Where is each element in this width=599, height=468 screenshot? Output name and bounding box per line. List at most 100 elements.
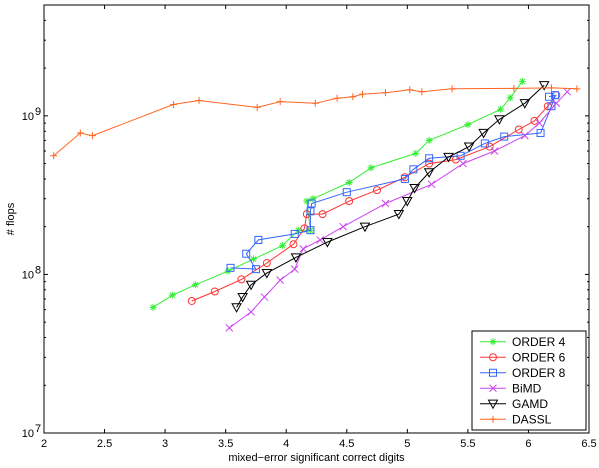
series-gamd — [231, 81, 550, 313]
data-point — [448, 85, 456, 93]
data-point — [489, 415, 497, 423]
y-tick-label: 10 — [22, 111, 34, 123]
data-point — [250, 255, 258, 263]
data-point — [289, 240, 298, 249]
data-point — [409, 184, 420, 194]
data-point — [423, 168, 435, 178]
legend-item: ORDER 8 — [480, 366, 566, 380]
data-point — [494, 115, 505, 125]
data-point — [400, 174, 409, 183]
data-point — [333, 94, 341, 102]
data-point — [237, 292, 248, 303]
y-tick-label: 10 — [22, 428, 34, 440]
data-point — [76, 129, 84, 137]
data-point — [50, 152, 58, 160]
series-order-6 — [187, 91, 561, 305]
x-tick-label: 2 — [41, 438, 47, 450]
data-point — [412, 149, 420, 157]
data-point — [478, 128, 489, 139]
data-point — [489, 384, 497, 393]
data-point — [261, 268, 273, 279]
legend-label: ORDER 6 — [512, 350, 566, 364]
series-line — [230, 94, 556, 270]
data-point — [290, 265, 299, 273]
data-point — [290, 229, 299, 238]
data-point — [487, 399, 499, 410]
data-point — [530, 116, 539, 125]
legend-item: ORDER 4 — [480, 335, 566, 349]
data-point — [306, 207, 315, 216]
data-point — [425, 136, 433, 144]
x-tick-label: 6 — [525, 438, 531, 450]
data-point — [262, 259, 271, 268]
data-point — [425, 159, 434, 168]
data-point — [459, 159, 467, 168]
legend-item: ORDER 6 — [480, 350, 566, 364]
data-point — [464, 121, 472, 129]
data-point — [309, 195, 317, 203]
data-point — [306, 226, 315, 235]
data-point — [349, 93, 357, 101]
data-point — [247, 308, 255, 316]
data-point — [536, 128, 545, 137]
data-point — [520, 131, 529, 140]
data-point — [409, 165, 418, 174]
data-point — [573, 85, 581, 93]
data-point — [489, 368, 497, 377]
data-point — [226, 263, 235, 272]
data-point — [425, 154, 434, 163]
data-point — [510, 84, 518, 92]
series-line — [191, 94, 557, 302]
legend-label: ORDER 4 — [512, 335, 566, 349]
data-point — [538, 81, 550, 91]
x-tick-label: 5.5 — [460, 438, 475, 450]
data-point — [480, 139, 489, 148]
data-point — [463, 142, 475, 153]
data-point — [276, 98, 284, 106]
data-point — [276, 276, 285, 285]
data-point — [260, 293, 269, 301]
x-tick-label: 2.5 — [97, 438, 112, 450]
data-point — [322, 237, 333, 248]
data-point — [290, 253, 302, 263]
data-point — [299, 244, 308, 253]
data-point — [168, 291, 176, 299]
data-point — [316, 236, 324, 244]
x-tick-label: 5 — [404, 438, 410, 450]
data-point — [497, 105, 505, 113]
data-point — [367, 164, 375, 172]
x-axis-label: mixed−error significant correct digits — [228, 452, 405, 464]
data-point — [506, 94, 514, 102]
x-tick-label: 6.5 — [581, 438, 596, 450]
data-point — [514, 125, 523, 134]
data-point — [519, 99, 531, 109]
data-point — [170, 100, 178, 108]
data-point — [342, 188, 351, 197]
data-point — [418, 88, 426, 96]
data-point — [393, 210, 405, 220]
data-point — [149, 303, 157, 311]
data-point — [245, 280, 257, 291]
data-point — [551, 91, 560, 100]
data-point — [254, 235, 263, 244]
series-layer — [50, 77, 581, 332]
y-tick-exponent: 8 — [35, 264, 41, 276]
data-point — [456, 151, 465, 160]
data-point — [210, 287, 219, 296]
data-point — [382, 89, 390, 97]
x-tick-label: 3 — [162, 438, 168, 450]
data-point — [231, 303, 242, 313]
data-point — [489, 338, 497, 346]
legend-label: GAMD — [512, 397, 548, 411]
data-point — [545, 92, 554, 101]
data-point — [345, 178, 353, 186]
data-point — [191, 281, 199, 289]
legend-label: ORDER 8 — [512, 366, 566, 380]
data-point — [535, 119, 544, 127]
x-tick-label: 4.5 — [339, 438, 354, 450]
data-point — [311, 99, 319, 107]
data-point — [406, 86, 414, 94]
data-point — [251, 265, 260, 274]
data-point — [359, 222, 371, 233]
